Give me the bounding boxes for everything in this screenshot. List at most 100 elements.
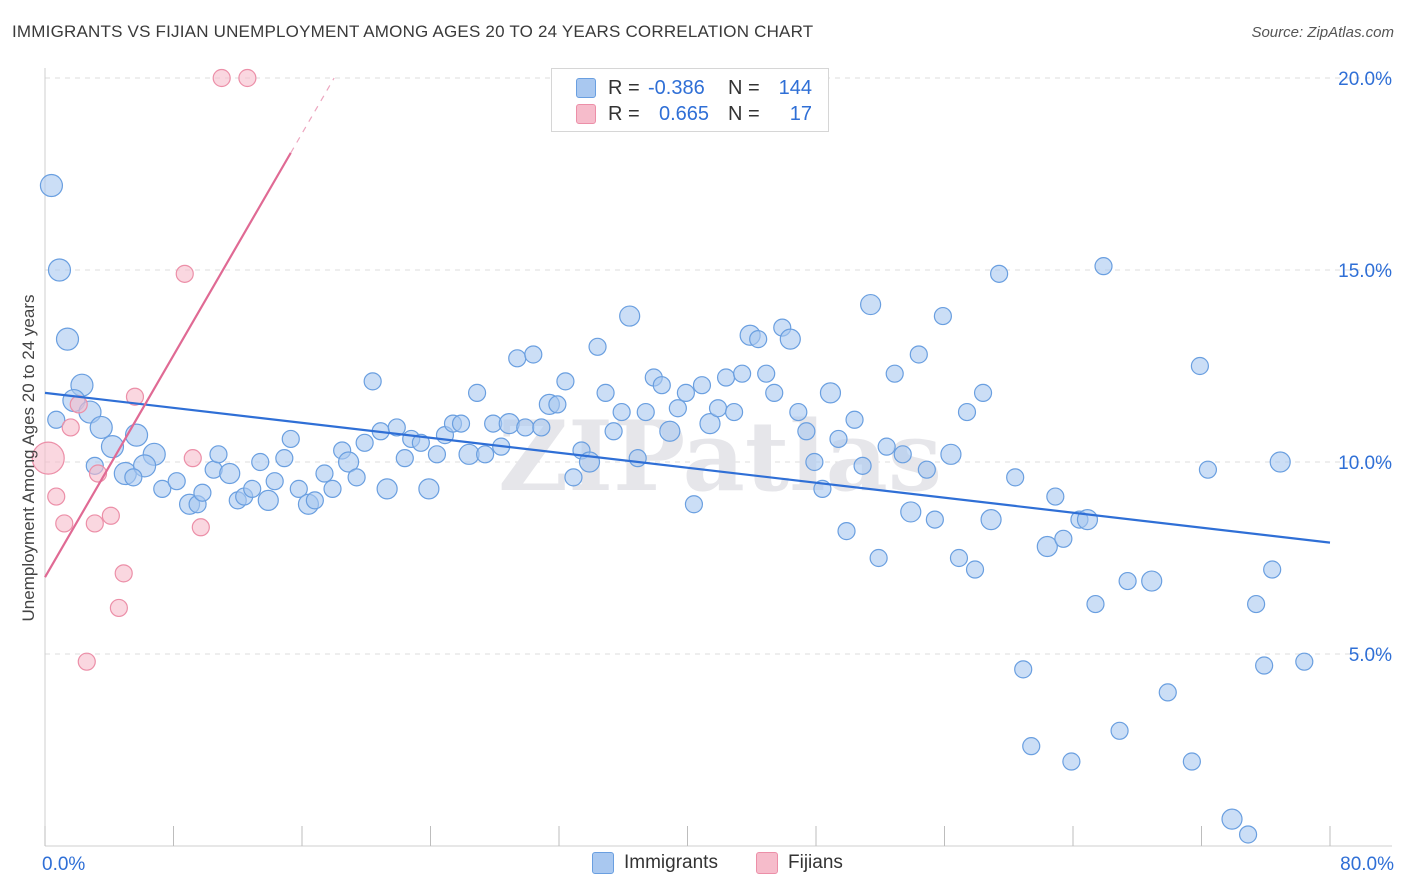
immigrants-point (564, 468, 583, 487)
fijians-point (191, 518, 210, 537)
fijians-point (183, 449, 202, 468)
y-tick-label: 15.0% (1338, 261, 1392, 282)
watermark: ZIPatlas (498, 400, 942, 513)
immigrants-point (337, 451, 360, 473)
immigrants-point (1247, 594, 1266, 614)
immigrants-point (917, 460, 936, 479)
immigrants-point (281, 429, 300, 449)
immigrants-point (1238, 825, 1258, 844)
immigrants-point (949, 548, 969, 568)
immigrants-point (257, 489, 279, 511)
immigrants-point (265, 472, 284, 491)
immigrants-point (909, 345, 928, 364)
immigrants-point (869, 548, 888, 568)
immigrants-point (779, 328, 801, 350)
y-tick-label: 5.0% (1349, 645, 1392, 666)
r-value: -0.386 (648, 76, 705, 99)
immigrants-point (893, 445, 912, 464)
immigrants-point (604, 422, 623, 441)
immigrants-point (451, 414, 471, 433)
immigrants-point (668, 399, 687, 418)
immigrants-point (524, 345, 543, 364)
y-axis-label: Unemployment Among Ages 20 to 24 years (19, 295, 38, 622)
immigrants-point (124, 468, 143, 487)
immigrants-point (860, 293, 882, 316)
immigrants-point (55, 327, 80, 351)
immigrants-point (652, 376, 671, 395)
immigrants-point (797, 422, 816, 441)
immigrants-point (692, 376, 712, 395)
immigrants-point (1022, 737, 1041, 756)
immigrants-point (757, 364, 776, 383)
immigrants-point (1036, 535, 1058, 558)
immigrants-point (659, 420, 681, 442)
immigrants-point (323, 479, 342, 498)
n-value: 144 (778, 76, 812, 99)
fijians-point (77, 652, 96, 671)
immigrants-point (933, 306, 952, 326)
immigrants-point (1182, 752, 1201, 771)
immigrants-point (219, 462, 241, 485)
immigrants-point (1198, 460, 1218, 479)
immigrants-point (556, 372, 575, 391)
immigrants-point (588, 337, 607, 356)
immigrants-point (749, 330, 768, 349)
x-tick-label: 0.0% (42, 854, 85, 875)
immigrants-point (387, 418, 406, 437)
immigrants-point (376, 478, 398, 500)
immigrants-point (1062, 752, 1081, 771)
immigrants-swatch (592, 852, 614, 874)
immigrants-point (418, 478, 440, 500)
immigrants-point (305, 491, 324, 510)
immigrants-point (47, 258, 72, 282)
immigrants-point (411, 433, 430, 452)
immigrants-point (805, 452, 824, 472)
legend-row-immigrants: R = -0.386 N = 144 (576, 75, 812, 101)
immigrants-point (973, 383, 993, 402)
trend-lines (44, 77, 1331, 578)
immigrants-point (940, 443, 962, 465)
immigrants-point (1255, 656, 1274, 675)
immigrants-point (548, 395, 567, 414)
fijians-point (55, 514, 74, 533)
immigrants-label: Immigrants (624, 852, 718, 873)
immigrants-point (845, 410, 864, 429)
immigrants-point (628, 449, 647, 468)
immigrants-point (819, 382, 842, 404)
immigrants-point (243, 479, 262, 498)
immigrants-point (1054, 529, 1073, 548)
fijians-point (125, 387, 145, 406)
immigrants-point (676, 383, 695, 402)
immigrants-point (1141, 570, 1163, 592)
immigrants-point (508, 349, 527, 368)
immigrants-point (209, 445, 228, 464)
immigrants-point (885, 364, 904, 383)
fijians-trend-extension (290, 77, 335, 154)
fijians-point (47, 487, 66, 506)
immigrants-point (427, 445, 447, 464)
immigrants-point (363, 372, 382, 391)
fijians-points (31, 68, 257, 671)
immigrants-swatch (576, 78, 596, 98)
fijians-point (31, 441, 65, 475)
immigrants-point (596, 383, 615, 402)
immigrants-point (1086, 594, 1105, 614)
immigrants-point (724, 402, 744, 422)
legend-row-fijians: R = 0.665 N = 17 (576, 101, 812, 127)
immigrants-point (716, 368, 736, 387)
immigrants-point (965, 560, 985, 579)
fijians-point (175, 264, 194, 283)
fijians-point (101, 506, 120, 525)
immigrants-point (1221, 808, 1243, 830)
n-value: 17 (789, 102, 812, 125)
immigrants-point (498, 413, 520, 435)
immigrants-point (1295, 652, 1314, 671)
immigrants-point (347, 468, 366, 487)
immigrants-point (990, 264, 1009, 283)
immigrants-point (1006, 468, 1025, 487)
immigrants-trend-line (44, 391, 1331, 544)
y-tick-label: 10.0% (1338, 453, 1392, 474)
immigrants-point (877, 437, 896, 456)
immigrants-point (789, 402, 808, 422)
